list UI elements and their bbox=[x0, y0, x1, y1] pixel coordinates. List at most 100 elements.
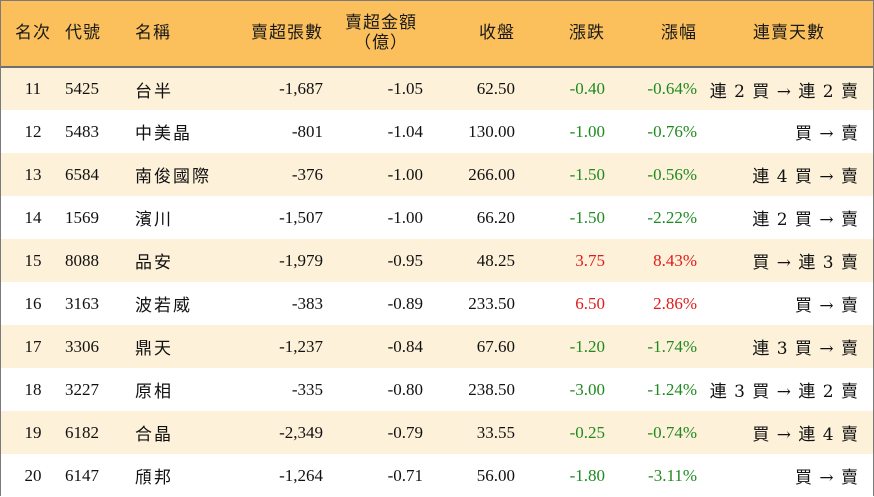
header-net-sell-lots: 賣超張數 bbox=[251, 23, 323, 43]
cell-close: 33.55 bbox=[476, 422, 515, 442]
table-row: 11 5425 台半 -1,687 -1.05 62.50 -0.40 -0.6… bbox=[1, 67, 873, 110]
cell-net-sell-lots: -1,687 bbox=[279, 79, 323, 98]
header-code: 代號 bbox=[65, 23, 101, 43]
cell-close: 66.20 bbox=[476, 207, 515, 227]
cell-name: 南俊國際 bbox=[135, 167, 211, 187]
cell-code: 6147 bbox=[65, 465, 99, 485]
cell-rank: 18 bbox=[24, 379, 42, 399]
cell-net-sell-amount: -1.00 bbox=[387, 164, 423, 184]
cell-change: -1.50 bbox=[569, 164, 605, 184]
cell-rank: 16 bbox=[24, 293, 42, 313]
table-row: 12 5483 中美晶 -801 -1.04 130.00 -1.00 -0.7… bbox=[1, 110, 873, 153]
cell-net-sell-lots: -2,349 bbox=[279, 422, 323, 442]
cell-net-sell-amount: -0.79 bbox=[387, 422, 423, 442]
cell-net-sell-amount: -0.95 bbox=[387, 250, 423, 270]
header-rank: 名次 bbox=[15, 23, 51, 43]
cell-close: 130.00 bbox=[468, 121, 515, 141]
cell-name: 頎邦 bbox=[135, 468, 173, 488]
cell-code: 3227 bbox=[65, 379, 99, 399]
cell-name: 濱川 bbox=[135, 210, 173, 230]
cell-net-sell-amount: -0.80 bbox=[387, 379, 423, 399]
cell-change-pct: 8.43% bbox=[653, 250, 697, 270]
header-net-sell-amount: 賣超金額 （億） bbox=[331, 1, 431, 65]
cell-streak: 買 → 連 3 賣 bbox=[752, 253, 859, 273]
cell-change-pct: -0.56% bbox=[647, 164, 697, 184]
cell-change: -0.25 bbox=[569, 422, 605, 442]
cell-streak: 買 → 賣 bbox=[794, 124, 859, 144]
cell-change-pct: -3.11% bbox=[648, 465, 697, 485]
cell-change: -3.00 bbox=[569, 379, 605, 399]
table-row: 13 6584 南俊國際 -376 -1.00 266.00 -1.50 -0.… bbox=[1, 153, 873, 196]
cell-close: 56.00 bbox=[476, 465, 515, 485]
cell-net-sell-lots: -801 bbox=[291, 121, 323, 141]
table-row: 18 3227 原相 -335 -0.80 238.50 -3.00 -1.24… bbox=[1, 368, 873, 411]
cell-change-pct: -0.64% bbox=[647, 79, 697, 98]
cell-close: 67.60 bbox=[476, 336, 515, 356]
cell-close: 62.50 bbox=[476, 79, 515, 98]
table-row: 19 6182 合晶 -2,349 -0.79 33.55 -0.25 -0.7… bbox=[1, 411, 873, 454]
cell-code: 1569 bbox=[65, 207, 99, 227]
cell-name: 原相 bbox=[135, 382, 173, 402]
cell-net-sell-lots: -1,979 bbox=[279, 250, 323, 270]
cell-streak: 買 → 賣 bbox=[794, 296, 859, 316]
header-close: 收盤 bbox=[479, 23, 515, 43]
table-body: 11 5425 台半 -1,687 -1.05 62.50 -0.40 -0.6… bbox=[1, 67, 873, 497]
cell-streak: 連 3 買 → 連 2 賣 bbox=[709, 382, 859, 402]
table-row: 17 3306 鼎天 -1,237 -0.84 67.60 -1.20 -1.7… bbox=[1, 325, 873, 368]
cell-name: 品安 bbox=[135, 253, 173, 273]
table-row: 16 3163 波若威 -383 -0.89 233.50 6.50 2.86%… bbox=[1, 282, 873, 325]
cell-streak: 連 2 買 → 賣 bbox=[752, 210, 859, 230]
cell-name: 鼎天 bbox=[135, 339, 173, 359]
cell-net-sell-amount: -0.89 bbox=[387, 293, 423, 313]
cell-rank: 14 bbox=[24, 207, 42, 227]
cell-change: 3.75 bbox=[575, 250, 605, 270]
cell-code: 6584 bbox=[65, 164, 99, 184]
cell-name: 中美晶 bbox=[135, 124, 192, 144]
cell-change-pct: -1.24% bbox=[647, 379, 697, 399]
cell-rank: 12 bbox=[24, 121, 42, 141]
cell-name: 波若威 bbox=[135, 296, 192, 316]
header-net-sell-amount-line2: （億） bbox=[354, 33, 408, 53]
header-name: 名稱 bbox=[135, 23, 171, 43]
cell-change: -1.80 bbox=[569, 465, 605, 485]
header-streak: 連賣天數 bbox=[753, 23, 825, 43]
header-separator-line bbox=[1, 65, 873, 68]
cell-code: 6182 bbox=[65, 422, 99, 442]
cell-rank: 13 bbox=[24, 164, 42, 184]
cell-change-pct: 2.86% bbox=[653, 293, 697, 313]
cell-code: 8088 bbox=[65, 250, 99, 270]
cell-rank: 17 bbox=[24, 336, 42, 356]
cell-streak: 買 → 連 4 賣 bbox=[752, 425, 859, 445]
table-row: 14 1569 濱川 -1,507 -1.00 66.20 -1.50 -2.2… bbox=[1, 196, 873, 239]
cell-net-sell-lots: -383 bbox=[291, 293, 323, 313]
cell-rank: 11 bbox=[24, 79, 42, 98]
cell-net-sell-lots: -1,507 bbox=[279, 207, 323, 227]
cell-net-sell-lots: -376 bbox=[291, 164, 323, 184]
header-separator bbox=[1, 65, 873, 68]
cell-close: 233.50 bbox=[468, 293, 515, 313]
cell-change: -1.00 bbox=[569, 121, 605, 141]
table-row: 15 8088 品安 -1,979 -0.95 48.25 3.75 8.43%… bbox=[1, 239, 873, 282]
cell-net-sell-amount: -1.05 bbox=[387, 79, 423, 98]
cell-code: 5425 bbox=[65, 79, 99, 98]
header-change: 漲跌 bbox=[569, 23, 605, 43]
cell-close: 48.25 bbox=[476, 250, 515, 270]
cell-close: 238.50 bbox=[468, 379, 515, 399]
cell-streak: 連 2 買 → 連 2 賣 bbox=[709, 81, 859, 102]
cell-change: 6.50 bbox=[575, 293, 605, 313]
cell-change-pct: -0.76% bbox=[647, 121, 697, 141]
cell-rank: 15 bbox=[24, 250, 42, 270]
header-change-pct: 漲幅 bbox=[661, 23, 697, 43]
cell-close: 266.00 bbox=[468, 164, 515, 184]
cell-name: 合晶 bbox=[135, 425, 173, 445]
header-net-sell-amount-line1: 賣超金額 bbox=[345, 13, 417, 33]
cell-net-sell-amount: -1.00 bbox=[387, 207, 423, 227]
cell-change: -1.50 bbox=[569, 207, 605, 227]
cell-code: 3306 bbox=[65, 336, 99, 356]
cell-streak: 連 3 買 → 賣 bbox=[752, 339, 859, 359]
cell-net-sell-lots: -1,264 bbox=[279, 465, 323, 485]
table-row: 20 6147 頎邦 -1,264 -0.71 56.00 -1.80 -3.1… bbox=[1, 454, 873, 497]
cell-code: 3163 bbox=[65, 293, 99, 313]
